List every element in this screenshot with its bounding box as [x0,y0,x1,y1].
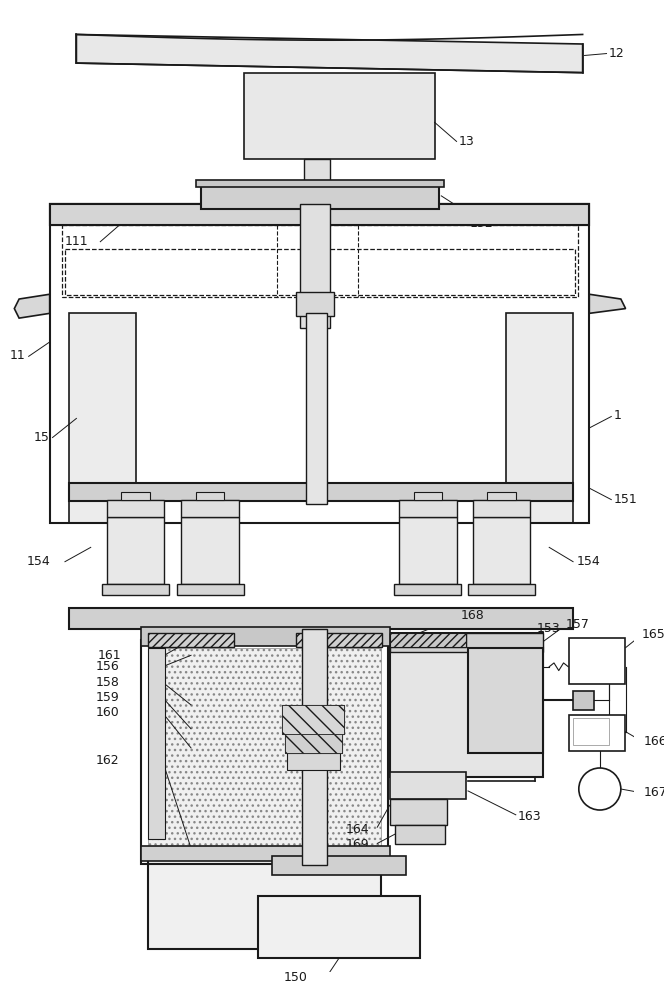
Bar [107,500,164,517]
Bar [468,584,535,595]
Text: 111: 111 [65,235,88,248]
Text: 15: 15 [33,431,49,444]
Bar [390,633,542,652]
Bar [244,73,434,159]
Bar [69,608,573,629]
Bar [303,159,331,184]
Bar [282,705,344,734]
Bar [65,249,575,295]
Text: 153: 153 [537,622,560,635]
Bar [50,204,590,523]
Bar [390,633,542,777]
Bar [141,846,390,861]
Bar [181,500,239,517]
Text: 154: 154 [577,555,601,568]
Text: 165: 165 [642,628,664,641]
Bar [394,584,461,595]
Circle shape [579,768,621,810]
Bar [473,500,530,517]
Bar [296,633,382,647]
Bar [196,492,224,500]
Bar [573,718,610,745]
Bar [305,313,327,504]
Bar [50,204,590,225]
Bar [300,204,331,328]
Text: 167: 167 [644,786,664,799]
Bar [285,734,342,753]
Bar [261,899,418,955]
Text: 161: 161 [98,649,121,662]
Bar [196,180,444,187]
Bar [141,640,388,864]
Bar [573,691,594,710]
Text: 156: 156 [96,660,120,673]
Bar [148,648,381,856]
Bar [69,313,135,523]
Bar [296,292,334,316]
Bar [390,633,466,647]
Bar [201,184,440,209]
Text: 151: 151 [613,493,637,506]
Bar [122,492,150,500]
Bar [399,500,457,517]
Text: 162: 162 [96,754,119,767]
Bar [390,799,447,825]
Text: 157: 157 [566,618,590,631]
Bar [69,483,573,501]
Text: 168: 168 [460,609,484,622]
Bar [148,633,234,647]
Bar [390,772,466,799]
Text: 150: 150 [284,971,308,984]
Text: 11: 11 [9,349,25,362]
Text: 14: 14 [470,206,485,219]
Bar [285,734,342,753]
Text: 164: 164 [346,823,369,836]
Bar [569,638,625,684]
Bar [148,853,381,949]
Polygon shape [590,294,625,313]
Text: 166: 166 [644,735,664,748]
Bar [102,584,169,595]
Bar [107,517,164,584]
Bar [399,517,457,584]
Bar [414,492,442,500]
Text: 12: 12 [608,47,624,60]
Text: 155: 155 [313,910,337,923]
Text: 1: 1 [614,409,622,422]
Bar [487,492,516,500]
Bar [396,825,445,844]
Bar [506,313,573,523]
Text: 13: 13 [458,135,474,148]
Bar [50,204,590,225]
Polygon shape [76,34,582,73]
Bar [272,856,406,875]
Bar [390,633,466,647]
Text: 159: 159 [96,691,120,704]
Bar [473,517,530,584]
Bar [181,517,239,584]
Bar [141,627,390,646]
Bar [302,629,327,865]
Bar [148,648,165,839]
Text: 163: 163 [518,810,541,823]
Text: 158: 158 [96,676,120,689]
Bar [309,184,327,204]
Text: 152: 152 [470,217,493,230]
Polygon shape [15,294,50,318]
Bar [468,648,542,753]
Bar [287,753,340,770]
Bar [282,705,344,734]
Bar [177,584,244,595]
Bar [151,856,378,946]
Text: 169: 169 [346,838,369,851]
Text: 154: 154 [27,555,50,568]
Text: 160: 160 [96,706,120,719]
Text: 17: 17 [317,166,333,179]
Bar [62,225,578,297]
Bar [569,715,625,751]
Bar [258,896,420,958]
